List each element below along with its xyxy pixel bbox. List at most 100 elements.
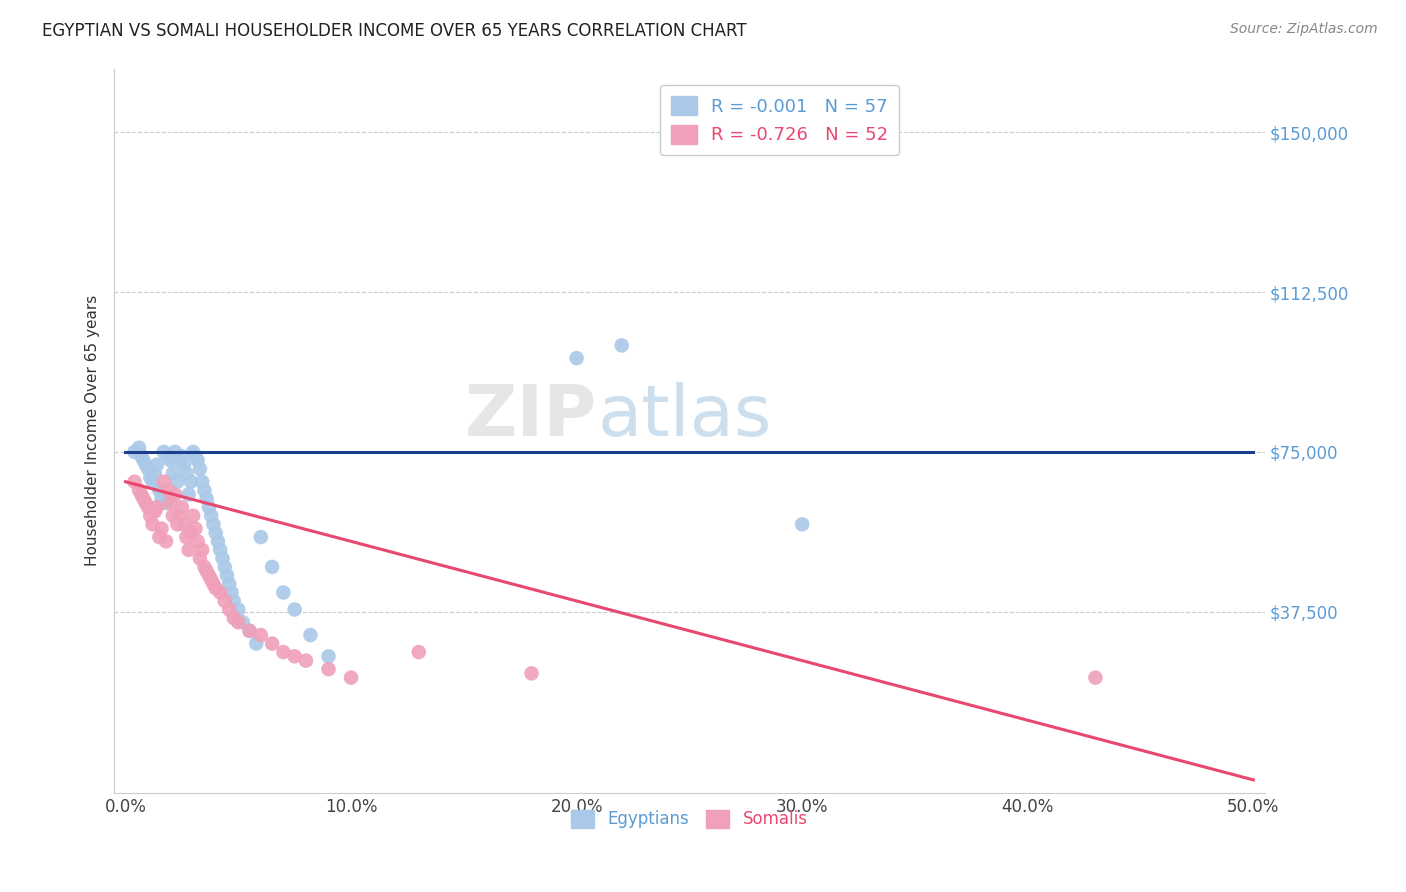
Point — [193, 483, 215, 498]
Point — [173, 458, 195, 472]
Point — [148, 483, 170, 498]
Point — [124, 445, 146, 459]
Point — [180, 525, 202, 540]
Point — [184, 449, 207, 463]
Point — [148, 530, 170, 544]
Point — [340, 671, 363, 685]
Point — [284, 602, 307, 616]
Point — [159, 453, 181, 467]
Point — [195, 491, 218, 506]
Point — [139, 508, 162, 523]
Point — [181, 445, 204, 459]
Point — [238, 624, 260, 638]
Point — [181, 508, 204, 523]
Point — [520, 666, 543, 681]
Point — [249, 530, 271, 544]
Point — [232, 615, 254, 630]
Point — [222, 594, 245, 608]
Point — [184, 522, 207, 536]
Point — [155, 496, 177, 510]
Point — [284, 649, 307, 664]
Point — [173, 517, 195, 532]
Point — [222, 611, 245, 625]
Point — [198, 500, 221, 515]
Point — [136, 462, 159, 476]
Point — [200, 573, 222, 587]
Point — [169, 453, 191, 467]
Point — [136, 500, 159, 515]
Point — [157, 449, 180, 463]
Point — [143, 504, 166, 518]
Point — [214, 594, 236, 608]
Point — [135, 496, 157, 510]
Point — [245, 636, 267, 650]
Point — [129, 449, 152, 463]
Point — [214, 560, 236, 574]
Point — [135, 458, 157, 472]
Point — [191, 542, 214, 557]
Point — [132, 453, 155, 467]
Point — [166, 475, 188, 489]
Point — [170, 449, 193, 463]
Point — [792, 517, 814, 532]
Point — [177, 542, 200, 557]
Point — [146, 500, 169, 515]
Point — [162, 508, 184, 523]
Point — [153, 475, 176, 489]
Point — [153, 445, 176, 459]
Point — [299, 628, 322, 642]
Point — [195, 564, 218, 578]
Point — [141, 517, 163, 532]
Point — [188, 551, 211, 566]
Point — [1084, 671, 1107, 685]
Point — [188, 462, 211, 476]
Point — [128, 441, 150, 455]
Point — [295, 654, 318, 668]
Point — [262, 560, 284, 574]
Point — [262, 636, 284, 650]
Point — [176, 466, 198, 480]
Legend: Egyptians, Somalis: Egyptians, Somalis — [564, 803, 814, 835]
Point — [143, 466, 166, 480]
Point — [165, 445, 187, 459]
Point — [169, 508, 191, 523]
Point — [146, 458, 169, 472]
Point — [141, 475, 163, 489]
Point — [165, 487, 187, 501]
Point — [202, 577, 225, 591]
Point — [150, 522, 173, 536]
Point — [204, 581, 226, 595]
Point — [238, 624, 260, 638]
Text: atlas: atlas — [598, 382, 772, 450]
Point — [273, 585, 295, 599]
Point — [209, 542, 232, 557]
Point — [249, 628, 271, 642]
Point — [215, 568, 238, 582]
Text: EGYPTIAN VS SOMALI HOUSEHOLDER INCOME OVER 65 YEARS CORRELATION CHART: EGYPTIAN VS SOMALI HOUSEHOLDER INCOME OV… — [42, 22, 747, 40]
Point — [155, 534, 177, 549]
Point — [218, 577, 240, 591]
Point — [408, 645, 430, 659]
Point — [318, 662, 340, 676]
Point — [128, 483, 150, 498]
Y-axis label: Householder Income Over 65 years: Householder Income Over 65 years — [86, 295, 100, 566]
Point — [180, 475, 202, 489]
Point — [193, 560, 215, 574]
Point — [610, 338, 633, 352]
Point — [273, 645, 295, 659]
Point — [187, 453, 209, 467]
Point — [177, 487, 200, 501]
Point — [209, 585, 232, 599]
Point — [132, 491, 155, 506]
Point — [150, 491, 173, 506]
Point — [202, 517, 225, 532]
Text: Source: ZipAtlas.com: Source: ZipAtlas.com — [1230, 22, 1378, 37]
Text: ZIP: ZIP — [465, 382, 598, 450]
Point — [207, 534, 229, 549]
Point — [565, 351, 588, 366]
Point — [191, 475, 214, 489]
Point — [139, 470, 162, 484]
Point — [198, 568, 221, 582]
Point — [318, 649, 340, 664]
Point — [162, 466, 184, 480]
